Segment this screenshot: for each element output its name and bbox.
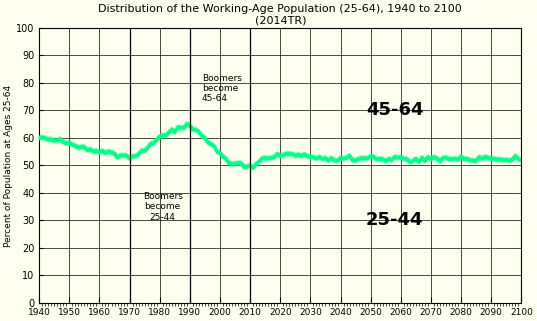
Title: Distribution of the Working-Age Population (25-64), 1940 to 2100
(2014TR): Distribution of the Working-Age Populati… xyxy=(98,4,462,26)
Text: 45-64: 45-64 xyxy=(366,101,424,119)
Text: 25-44: 25-44 xyxy=(366,212,424,230)
Text: Boomers
become
45-64: Boomers become 45-64 xyxy=(202,74,242,103)
Y-axis label: Percent of Population at Ages 25-64: Percent of Population at Ages 25-64 xyxy=(4,84,13,247)
Text: Boomers
become
25-44: Boomers become 25-44 xyxy=(143,192,183,221)
